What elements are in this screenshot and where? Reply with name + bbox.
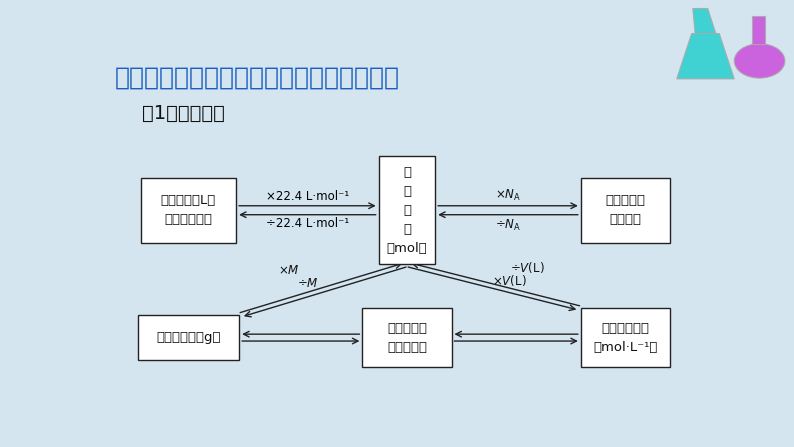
FancyBboxPatch shape [580,177,670,243]
Text: 一、物质的量与其他物理量之间的计算公式: 一、物质的量与其他物理量之间的计算公式 [114,66,399,90]
Polygon shape [751,17,765,45]
FancyBboxPatch shape [141,177,236,243]
FancyBboxPatch shape [379,156,435,265]
Text: 溶液中溶质
的质量分数: 溶液中溶质 的质量分数 [387,321,427,354]
Text: $\times V\mathrm{(L)}$: $\times V\mathrm{(L)}$ [492,273,526,288]
Text: 物质的质量（g）: 物质的质量（g） [156,331,221,344]
Polygon shape [693,8,716,34]
Text: 物质所含有
的粒子数: 物质所含有 的粒子数 [605,194,646,226]
Text: $\div V\mathrm{(L)}$: $\div V\mathrm{(L)}$ [511,260,545,275]
Text: ×22.4 L·mol⁻¹: ×22.4 L·mol⁻¹ [266,190,349,203]
Text: $\div N_\mathrm{A}$: $\div N_\mathrm{A}$ [495,218,521,232]
Polygon shape [676,34,734,79]
Text: $\times N_\mathrm{A}$: $\times N_\mathrm{A}$ [495,188,521,203]
FancyBboxPatch shape [580,308,670,367]
FancyBboxPatch shape [137,315,239,360]
Text: 物
质
的
量
（mol）: 物 质 的 量 （mol） [387,166,427,255]
Circle shape [734,44,785,78]
Text: $\div M$: $\div M$ [297,277,318,290]
FancyBboxPatch shape [362,308,452,367]
Text: （1）图示关系: （1）图示关系 [142,104,225,122]
Text: 气体体积（L）
（标准状况）: 气体体积（L） （标准状况） [161,194,216,226]
Text: 物质的量浓度
（mol·L⁻¹）: 物质的量浓度 （mol·L⁻¹） [593,321,657,354]
Text: $\times M$: $\times M$ [279,265,300,278]
Text: ÷22.4 L·mol⁻¹: ÷22.4 L·mol⁻¹ [266,218,349,231]
